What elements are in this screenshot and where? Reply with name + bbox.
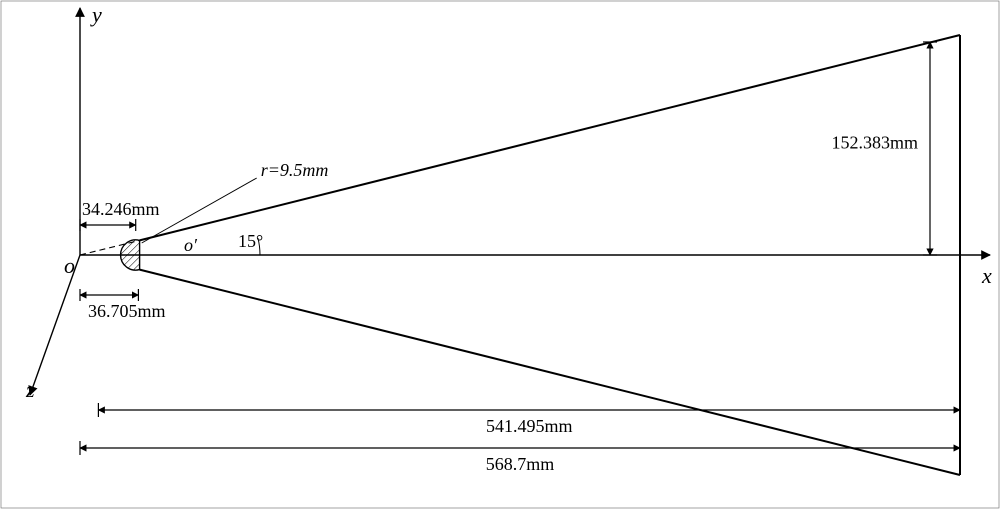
label-34: 34.246mm [82,199,160,219]
dim-36 [80,289,138,301]
dim-152 [923,42,937,255]
label-152: 152.383mm [831,133,918,153]
dim-568 [80,441,960,455]
label-568: 568.7mm [486,454,555,474]
label-x: x [981,263,992,288]
label-radius: r=9.5mm [261,160,329,180]
label-angle: 15° [238,231,263,251]
diagram-svg: y x z o o′ 15° r=9.5mm 34.246mm 36.705mm… [0,0,1000,509]
label-y: y [90,2,102,27]
label-oprime: o′ [184,235,198,255]
label-origin: o [64,253,75,278]
cone-lower-edge [140,270,960,475]
dim-541 [98,403,960,417]
label-541: 541.495mm [486,416,573,436]
dim-34 [80,219,136,231]
label-z: z [25,377,35,402]
label-36: 36.705mm [88,301,166,321]
